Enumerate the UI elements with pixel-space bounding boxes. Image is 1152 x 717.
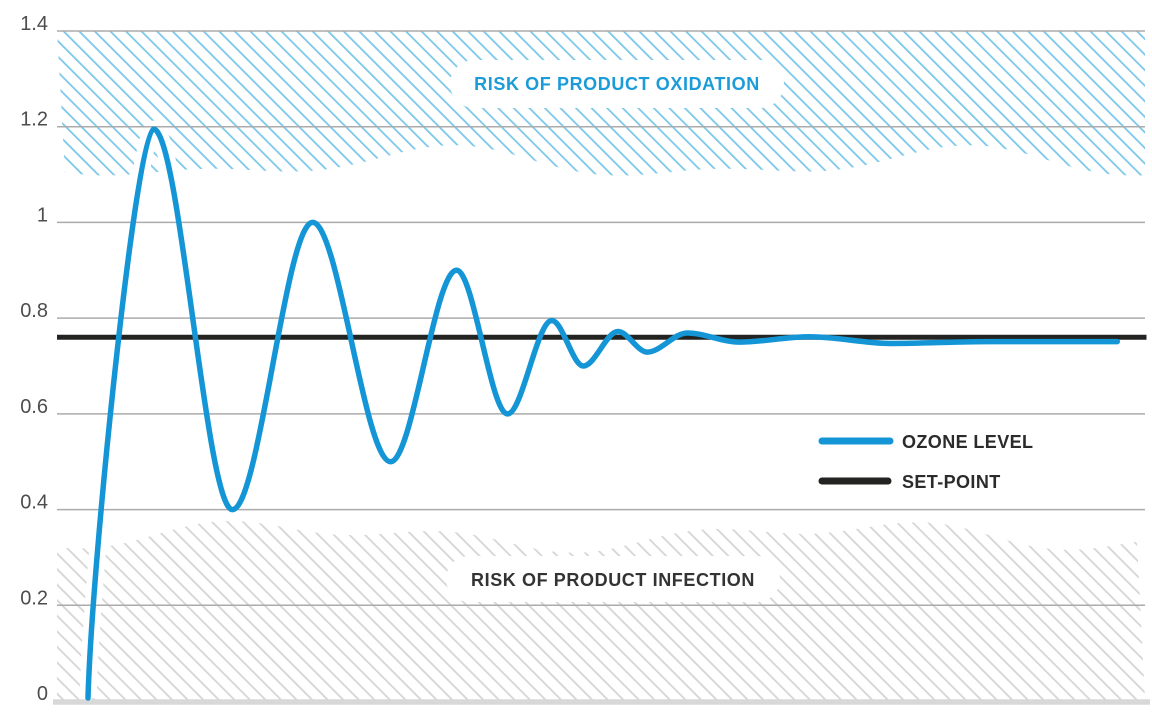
infection-label-knockout: [446, 556, 780, 602]
risk-regions-layer: [57, 31, 1145, 701]
legend-ozone-label: OZONE LEVEL: [902, 432, 1033, 452]
y-tick-label: 1.4: [20, 13, 48, 35]
legend-setpoint-label: SET-POINT: [902, 472, 1001, 492]
infection-region-label: RISK OF PRODUCT INFECTION: [471, 570, 755, 590]
y-tick-label: 0.4: [20, 492, 48, 514]
y-tick-label: 0: [37, 683, 48, 705]
y-axis-tick-labels: 1.4 1.2 1 0.8 0.6 0.4 0.2 0: [20, 13, 48, 705]
y-tick-label: 0.8: [20, 300, 48, 322]
oxidation-label-knockout: [450, 60, 784, 108]
ozone-level-curve: [85, 126, 1121, 701]
y-tick-label: 0.2: [20, 587, 48, 609]
legend: OZONE LEVEL SET-POINT: [818, 432, 1033, 492]
infection-risk-region: [57, 521, 1145, 701]
oxidation-region-label: RISK OF PRODUCT OXIDATION: [474, 74, 760, 94]
y-tick-label: 1.2: [20, 109, 48, 131]
y-tick-label: 1: [37, 204, 48, 226]
y-tick-label: 0.6: [20, 396, 48, 418]
